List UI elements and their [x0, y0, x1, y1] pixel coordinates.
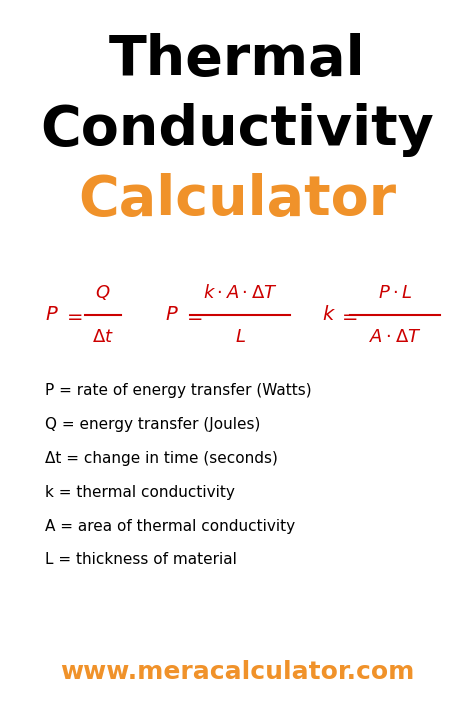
Text: $L$: $L$ [235, 328, 246, 346]
Text: L = thickness of material: L = thickness of material [45, 552, 237, 567]
Text: $P$: $P$ [165, 306, 179, 324]
Text: A = area of thermal conductivity: A = area of thermal conductivity [45, 518, 295, 533]
Text: P = rate of energy transfer (Watts): P = rate of energy transfer (Watts) [45, 383, 311, 397]
Text: $=$: $=$ [338, 306, 358, 324]
Text: $k \cdot A \cdot \Delta T$: $k \cdot A \cdot \Delta T$ [203, 284, 277, 302]
Text: Thermal: Thermal [109, 33, 365, 87]
Text: $\Delta t$: $\Delta t$ [92, 328, 114, 346]
Text: $=$: $=$ [183, 306, 203, 324]
Text: $Q$: $Q$ [95, 284, 111, 302]
Text: Q = energy transfer (Joules): Q = energy transfer (Joules) [45, 417, 260, 432]
Text: Conductivity: Conductivity [40, 103, 434, 157]
Text: $A \cdot \Delta T$: $A \cdot \Delta T$ [369, 328, 421, 346]
Text: $=$: $=$ [63, 306, 83, 324]
Text: Calculator: Calculator [78, 173, 396, 227]
Text: $P \cdot L$: $P \cdot L$ [378, 284, 412, 302]
Text: www.meracalculator.com: www.meracalculator.com [60, 660, 414, 684]
Text: $k$: $k$ [322, 306, 336, 324]
Text: Δt = change in time (seconds): Δt = change in time (seconds) [45, 451, 278, 466]
Text: $P$: $P$ [45, 306, 59, 324]
Text: k = thermal conductivity: k = thermal conductivity [45, 484, 235, 500]
